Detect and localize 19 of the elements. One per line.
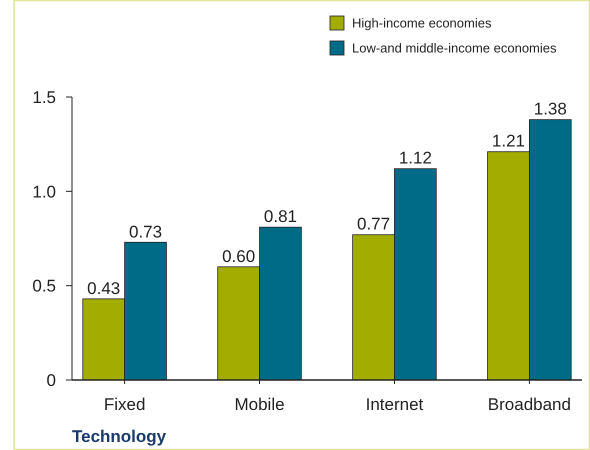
data-label: 0.60 — [222, 246, 256, 266]
data-label: 0.43 — [87, 278, 120, 298]
y-tick-label: 0.5 — [32, 276, 56, 296]
data-label: 0.73 — [128, 222, 162, 242]
x-tick-label: Internet — [366, 395, 424, 414]
y-tick-label: 1.0 — [32, 182, 56, 202]
y-tick-label: 1.5 — [32, 88, 56, 107]
x-tick-label: Fixed — [104, 395, 146, 414]
data-label: 0.81 — [264, 207, 297, 226]
x-tick-label: Broadband — [488, 395, 571, 414]
data-label: 1.21 — [492, 132, 526, 151]
y-tick-label: 0 — [46, 370, 56, 390]
legend-label: Low-and middle-income economies — [352, 40, 557, 56]
x-axis-title: Technology — [72, 427, 167, 446]
data-label: 1.12 — [398, 148, 432, 168]
data-label: 1.38 — [534, 100, 567, 119]
legend-label: High-income economies — [352, 16, 492, 31]
data-label: 0.77 — [357, 214, 390, 234]
x-tick-label: Mobile — [234, 395, 285, 414]
